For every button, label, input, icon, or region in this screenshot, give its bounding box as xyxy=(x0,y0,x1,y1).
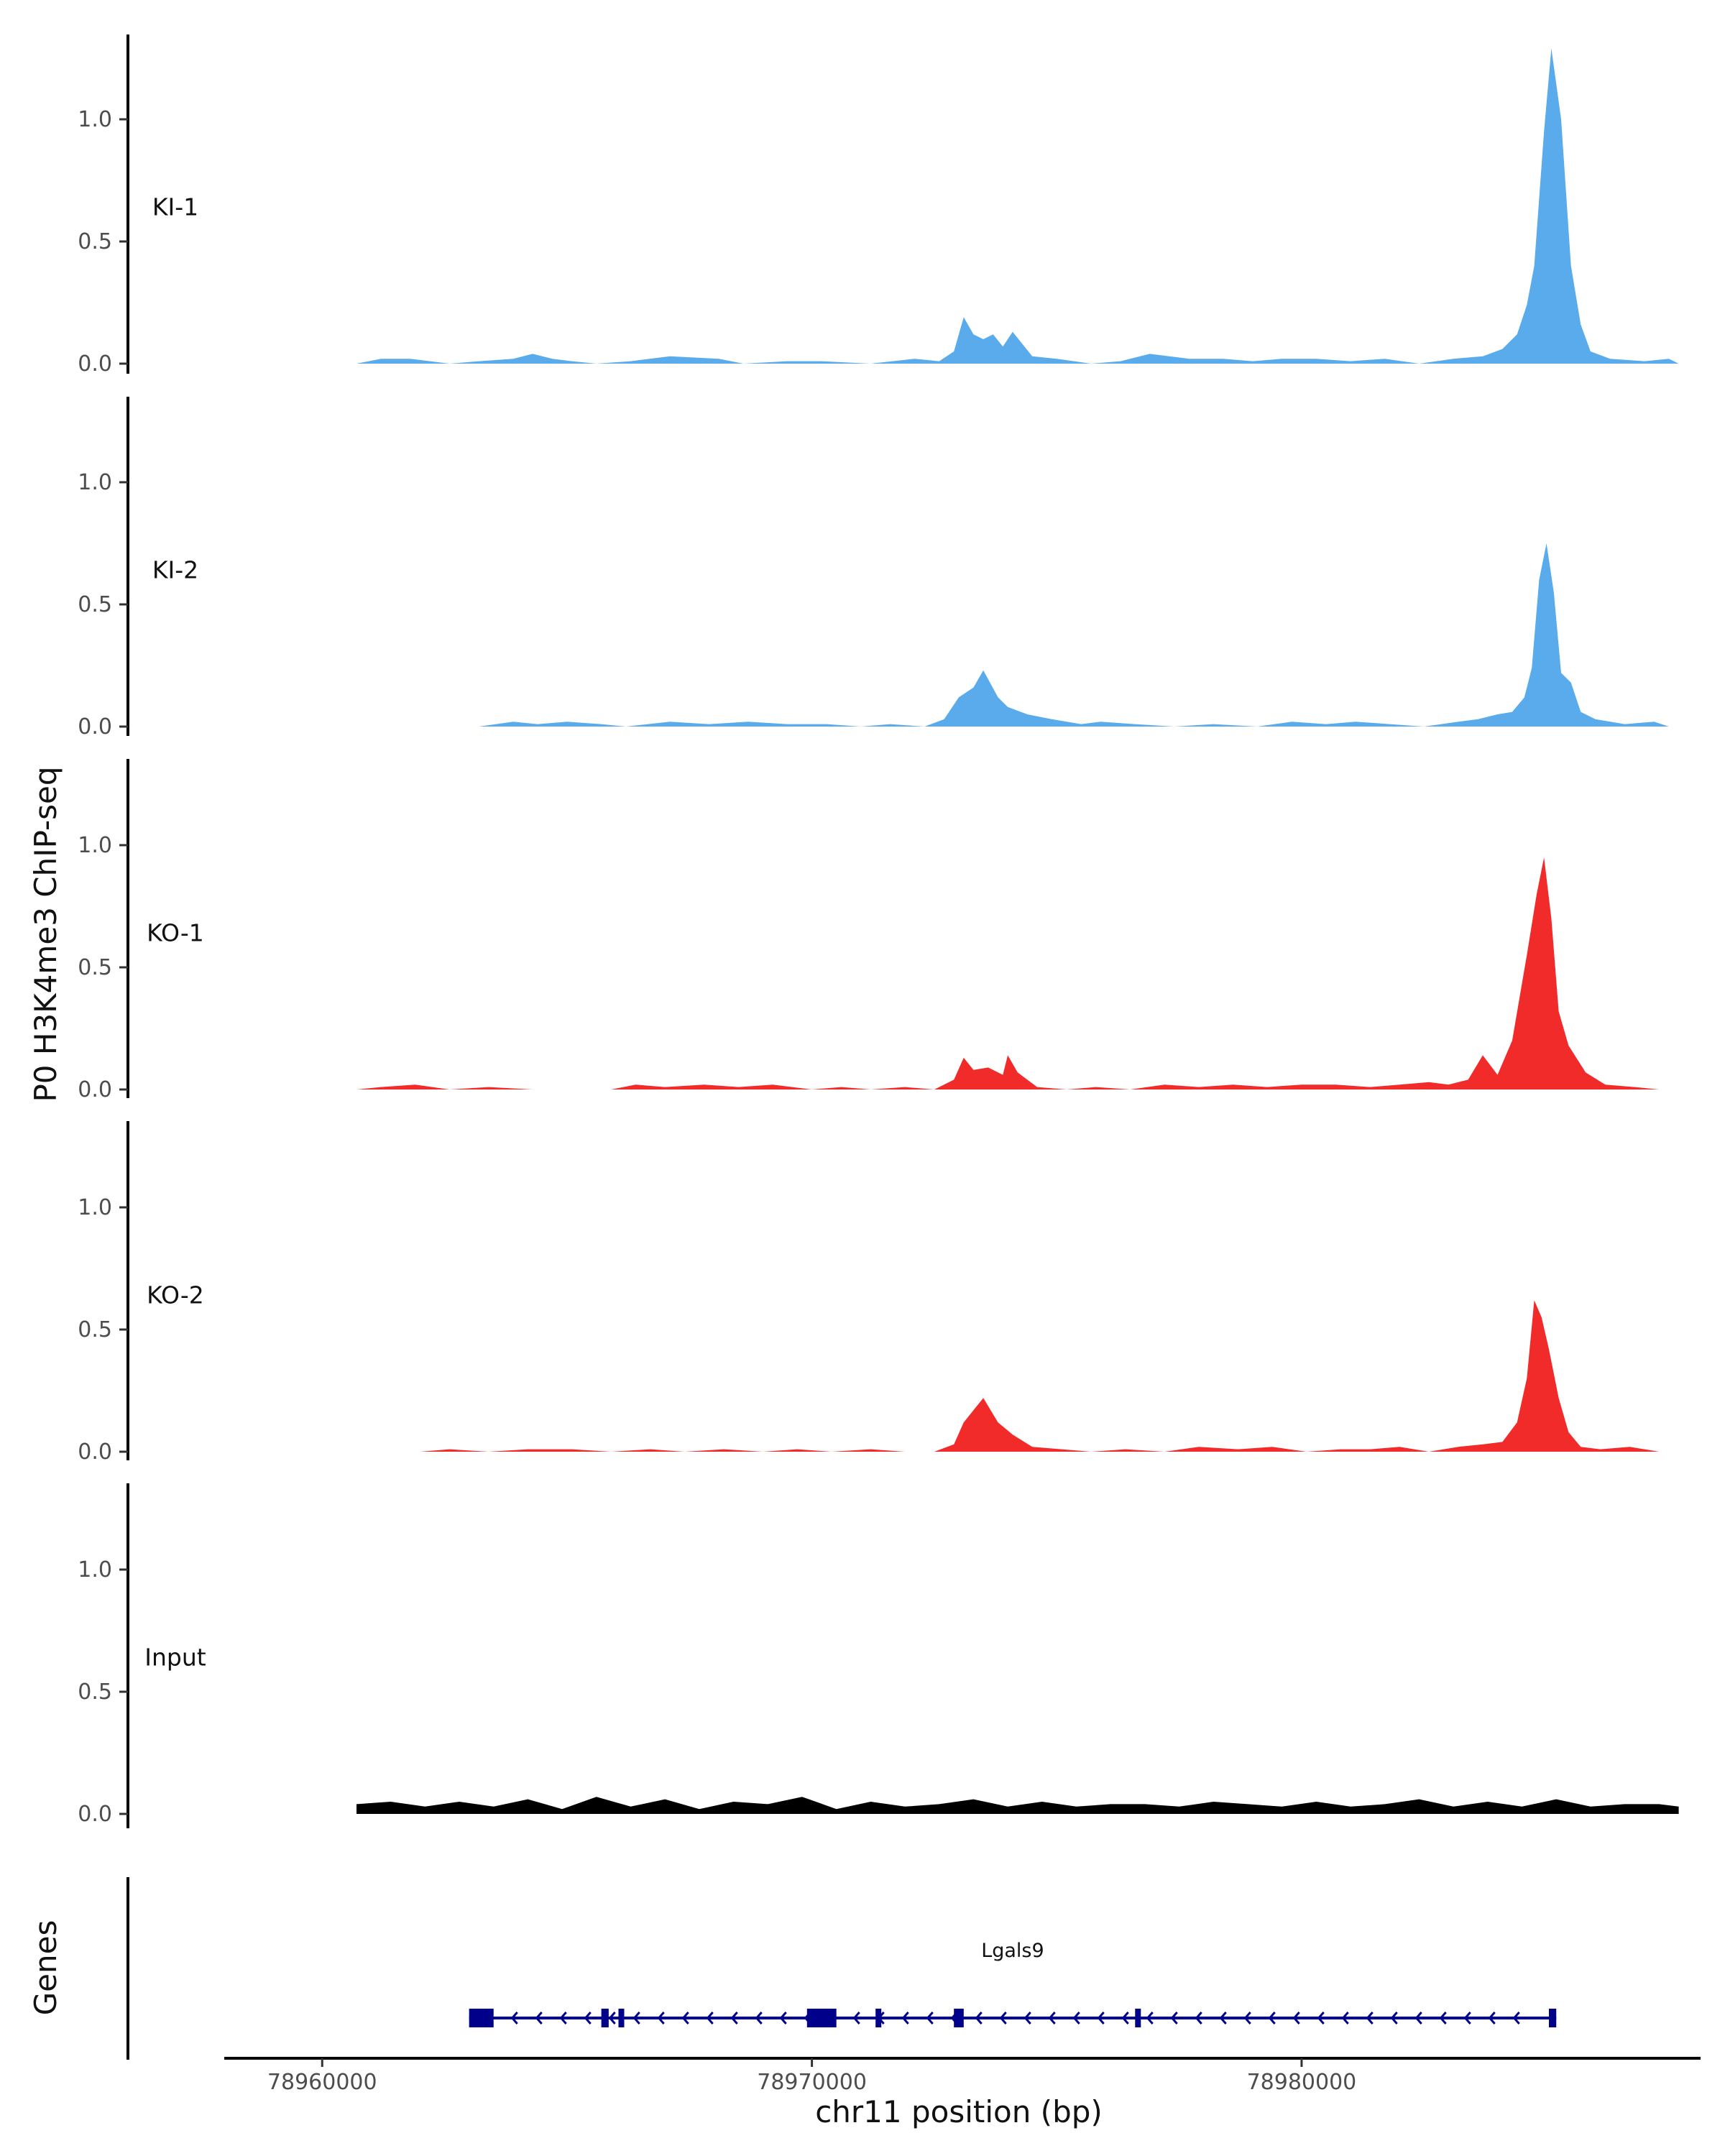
strand-arrow xyxy=(608,2012,616,2024)
strand-arrow xyxy=(1317,2012,1325,2024)
exon-block xyxy=(1135,2009,1141,2027)
y-tick-label: 1.0 xyxy=(78,470,112,495)
y-tick-label: 1.0 xyxy=(78,833,112,858)
y-tick-label: 1.0 xyxy=(78,1557,112,1583)
strand-arrow xyxy=(1292,2012,1300,2024)
track-label: KI-1 xyxy=(152,193,198,221)
strand-arrow xyxy=(1195,2012,1202,2024)
signal-area xyxy=(356,543,1669,727)
y-tick-label: 0.5 xyxy=(78,229,112,254)
strand-arrow xyxy=(1121,2012,1129,2024)
strand-arrow xyxy=(852,2012,860,2024)
track-label: KI-2 xyxy=(152,556,198,584)
y-tick-label: 0.0 xyxy=(78,1077,112,1102)
y-tick-label: 0.0 xyxy=(78,1802,112,1827)
exon-block xyxy=(875,2009,882,2027)
y-tick-label: 0.0 xyxy=(78,714,112,740)
strand-arrow xyxy=(584,2012,592,2024)
x-axis-title: chr11 position (bp) xyxy=(815,2094,1103,2129)
strand-arrow xyxy=(657,2012,665,2024)
strand-arrow xyxy=(1048,2012,1056,2024)
exon-block xyxy=(618,2009,625,2027)
gene-name-label: Lgals9 xyxy=(981,1940,1044,1962)
strand-arrow xyxy=(1072,2012,1080,2024)
exon-block xyxy=(1549,2009,1557,2027)
strand-arrow xyxy=(926,2012,934,2024)
tracks-layer: 0.00.51.0KI-10.00.51.0KI-20.00.51.0KO-10… xyxy=(78,34,1679,1828)
track-ki-1: 0.0 0.5 1.0 KI-1 xyxy=(78,34,1679,377)
signal-area xyxy=(356,1797,1679,1814)
signal-area xyxy=(356,857,1660,1089)
x-tick-label: 78960000 xyxy=(267,2070,377,2095)
strand-arrow xyxy=(1390,2012,1398,2024)
strand-arrow xyxy=(1512,2012,1520,2024)
strand-arrow xyxy=(535,2012,543,2024)
exon-block xyxy=(806,2009,837,2027)
y-tick-label: 0.5 xyxy=(78,1680,112,1705)
y-tick-label: 0.0 xyxy=(78,1439,112,1465)
strand-arrow xyxy=(1366,2012,1374,2024)
track-label: Input xyxy=(144,1643,206,1671)
strand-arrow xyxy=(1024,2012,1031,2024)
gene-lgals9: Lgals9 xyxy=(469,1940,1557,2027)
y-tick-label: 0.5 xyxy=(78,592,112,617)
strand-arrow xyxy=(706,2012,714,2024)
strand-arrow xyxy=(1097,2012,1105,2024)
strand-arrow xyxy=(779,2012,787,2024)
strand-arrow xyxy=(1463,2012,1471,2024)
strand-arrow xyxy=(559,2012,567,2024)
strand-arrow xyxy=(1146,2012,1154,2024)
y-tick-label: 1.0 xyxy=(78,107,112,132)
exon-block xyxy=(601,2009,609,2027)
strand-arrow xyxy=(510,2012,518,2024)
strand-arrow xyxy=(1341,2012,1349,2024)
x-tick-label: 78970000 xyxy=(757,2070,867,2095)
signal-area xyxy=(356,48,1679,364)
strand-arrow xyxy=(975,2012,983,2024)
track-ki-2: 0.0 0.5 1.0 KI-2 xyxy=(78,397,1669,740)
y-tick-label: 0.5 xyxy=(78,1317,112,1342)
strand-arrow xyxy=(632,2012,640,2024)
strand-arrow xyxy=(755,2012,763,2024)
signal-area xyxy=(420,1300,1660,1452)
y-tick-label: 0.5 xyxy=(78,955,112,980)
strand-arrow xyxy=(1219,2012,1227,2024)
y-axis-title: P0 H3K4me3 ChIP-seq xyxy=(28,766,63,1102)
strand-arrow xyxy=(1488,2012,1496,2024)
exon-block xyxy=(469,2009,494,2027)
track-ko-1: 0.0 0.5 1.0 KO-1 xyxy=(78,759,1660,1102)
track-ko-2: 0.0 0.5 1.0 KO-2 xyxy=(78,1121,1660,1465)
y-tick-label: 0.0 xyxy=(78,351,112,377)
strand-arrow xyxy=(730,2012,738,2024)
track-label: KO-1 xyxy=(147,918,204,946)
genes-layer: Lgals9 xyxy=(126,1877,1557,2060)
genes-track-label: Genes xyxy=(28,1920,63,2016)
x-axis: 78960000 78970000 78980000 xyxy=(224,2057,1701,2095)
x-tick-label: 78980000 xyxy=(1247,2070,1357,2095)
track-label: KO-2 xyxy=(147,1281,204,1309)
strand-arrow xyxy=(681,2012,689,2024)
strand-arrow xyxy=(1268,2012,1276,2024)
strand-arrow xyxy=(1414,2012,1422,2024)
strand-arrow xyxy=(1243,2012,1251,2024)
strand-arrow xyxy=(999,2012,1007,2024)
exon-block xyxy=(954,2009,964,2027)
strand-arrow xyxy=(901,2012,909,2024)
y-tick-label: 1.0 xyxy=(78,1195,112,1220)
strand-arrow xyxy=(1439,2012,1447,2024)
strand-arrow xyxy=(1170,2012,1178,2024)
track-input: 0.0 0.5 1.0 Input xyxy=(78,1483,1679,1828)
